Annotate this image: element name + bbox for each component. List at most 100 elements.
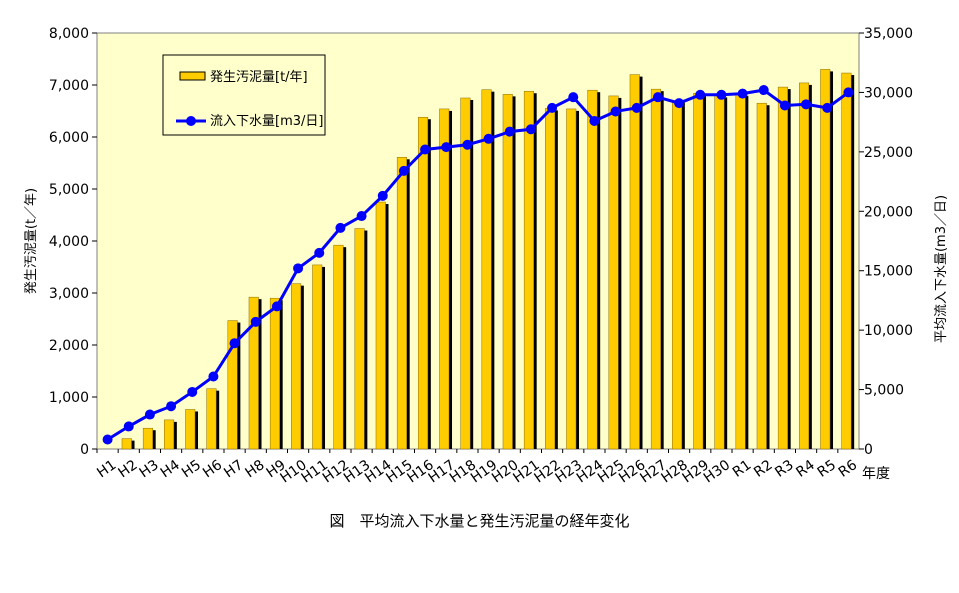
right-tick-label: 35,000 — [864, 26, 913, 42]
right-axis-title: 平均流入下水量(m3／日) — [934, 195, 949, 343]
left-axis: 0 1,000 2,000 3,000 4,000 5,000 6,000 7,000 8,00… — [49, 26, 97, 458]
legend-label-sludge: 発生汚泥量[t/年] — [210, 70, 308, 85]
sludge-bar — [354, 228, 365, 450]
inflow-point — [695, 89, 706, 100]
inflow-point — [102, 434, 113, 445]
inflow-point — [589, 115, 600, 126]
sludge-bar — [693, 93, 704, 450]
inflow-point — [483, 133, 494, 144]
inflow-point — [652, 92, 663, 103]
inflow-point — [843, 87, 854, 98]
legend-swatch-sludge — [179, 71, 206, 81]
legend-label-inflow: 流入下水量[m3/日] — [210, 114, 323, 129]
left-tick-label: 6,000 — [49, 130, 89, 146]
x-tick-label: R3 — [772, 457, 796, 481]
sludge-bar — [439, 108, 450, 450]
inflow-point — [398, 165, 409, 176]
sludge-bar — [587, 89, 598, 450]
sludge-bar — [502, 94, 513, 450]
sludge-bar — [756, 102, 767, 450]
right-tick-label: 30,000 — [864, 85, 913, 101]
inflow-point — [504, 126, 515, 137]
inflow-point — [631, 102, 642, 113]
inflow-point — [208, 371, 219, 382]
right-tick-label: 25,000 — [864, 145, 913, 161]
left-tick-label: 2,000 — [49, 338, 89, 354]
left-tick-label: 0 — [80, 442, 89, 458]
left-tick-label: 3,000 — [49, 286, 89, 302]
inflow-point — [547, 102, 558, 113]
x-tick-label: R6 — [836, 457, 861, 481]
sludge-bar — [269, 297, 280, 450]
sludge-bar — [121, 438, 132, 450]
sludge-bar — [291, 283, 302, 450]
x-tick-label: R5 — [815, 457, 839, 481]
left-axis-title: 発生汚泥量(t／年) — [24, 188, 39, 294]
left-tick-label: 7,000 — [49, 78, 89, 94]
sludge-bar — [142, 427, 153, 450]
x-tick-label: R2 — [751, 457, 775, 481]
sludge-bar — [248, 296, 259, 450]
inflow-point — [716, 89, 727, 100]
sludge-bar — [164, 419, 175, 450]
right-tick-label: 20,000 — [864, 204, 913, 220]
right-axis: 0 5,000 10,000 15,000 20,000 25,000 30,000 35,0… — [859, 26, 913, 458]
sludge-bar — [777, 86, 788, 450]
inflow-point — [779, 100, 790, 111]
inflow-point — [356, 211, 367, 222]
sludge-bar — [714, 95, 725, 450]
inflow-point — [610, 106, 621, 117]
left-tick-label: 4,000 — [49, 234, 89, 250]
sludge-bar — [608, 95, 619, 450]
sludge-bar — [375, 201, 386, 450]
legend: 発生汚泥量[t/年] 流入下水量[m3/日] — [162, 54, 326, 136]
sludge-bar — [227, 320, 238, 450]
sludge-bar — [799, 82, 810, 450]
inflow-point — [335, 222, 346, 233]
inflow-point — [801, 99, 812, 110]
inflow-point — [229, 338, 240, 349]
inflow-point — [123, 421, 134, 432]
sludge-bar — [206, 388, 217, 450]
inflow-point — [441, 142, 452, 153]
sludge-bar — [481, 89, 492, 450]
x-tick-label: R1 — [730, 457, 754, 481]
left-tick-label: 5,000 — [49, 182, 89, 198]
right-tick-label: 15,000 — [864, 264, 913, 280]
inflow-point — [250, 316, 261, 327]
sludge-bar — [735, 93, 746, 450]
left-tick-label: 8,000 — [49, 26, 89, 42]
inflow-point — [568, 92, 579, 103]
sludge-bar — [629, 74, 640, 450]
sludge-bar — [312, 264, 323, 450]
right-tick-label: 10,000 — [864, 323, 913, 339]
sludge-bar — [460, 97, 471, 450]
bar-series — [121, 69, 855, 450]
sludge-bar — [545, 108, 556, 450]
inflow-point — [420, 144, 431, 155]
x-axis: H1H2H3H4H5H6H7H8H9H10H11H12H13H14H15H16H… — [94, 449, 860, 486]
sludge-bar — [333, 244, 344, 450]
right-tick-label: 5,000 — [864, 383, 904, 399]
x-axis-title: 年度 — [862, 466, 890, 482]
inflow-point — [674, 98, 685, 109]
inflow-point — [314, 247, 325, 258]
sludge-bar — [523, 90, 534, 450]
line-series — [102, 85, 854, 445]
inflow-point — [822, 102, 833, 113]
inflow-point — [525, 124, 536, 135]
left-tick-label: 1,000 — [49, 390, 89, 406]
inflow-point — [462, 139, 473, 150]
sludge-bar — [650, 88, 661, 450]
inflow-point — [187, 386, 198, 397]
inflow-point — [737, 88, 748, 99]
chart-caption: 図 平均流入下水量と発生汚泥量の経年変化 — [329, 512, 630, 530]
legend-swatch-inflow-marker — [186, 116, 196, 126]
inflow-point — [271, 301, 282, 312]
inflow-point — [377, 190, 388, 201]
inflow-point — [144, 409, 155, 420]
sludge-bar — [396, 157, 407, 450]
sludge-bar — [566, 108, 577, 450]
sludge-bar — [185, 409, 196, 450]
